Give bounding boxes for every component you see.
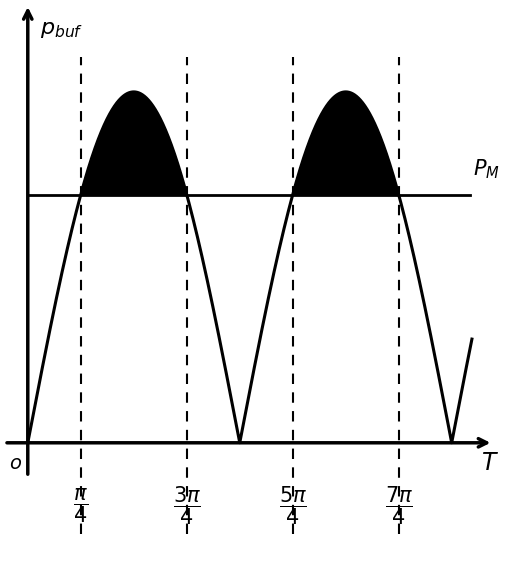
Text: $\dfrac{5\pi}{4}$: $\dfrac{5\pi}{4}$ (279, 484, 307, 527)
Text: $T$: $T$ (481, 452, 499, 475)
Text: $o$: $o$ (9, 455, 22, 473)
Text: $\dfrac{3\pi}{4}$: $\dfrac{3\pi}{4}$ (173, 484, 201, 527)
Text: $\dfrac{7\pi}{4}$: $\dfrac{7\pi}{4}$ (385, 484, 413, 527)
Text: $P_M$: $P_M$ (473, 157, 500, 181)
Text: $p_{buf}$: $p_{buf}$ (40, 18, 83, 40)
Text: $\dfrac{\pi}{4}$: $\dfrac{\pi}{4}$ (73, 486, 88, 525)
